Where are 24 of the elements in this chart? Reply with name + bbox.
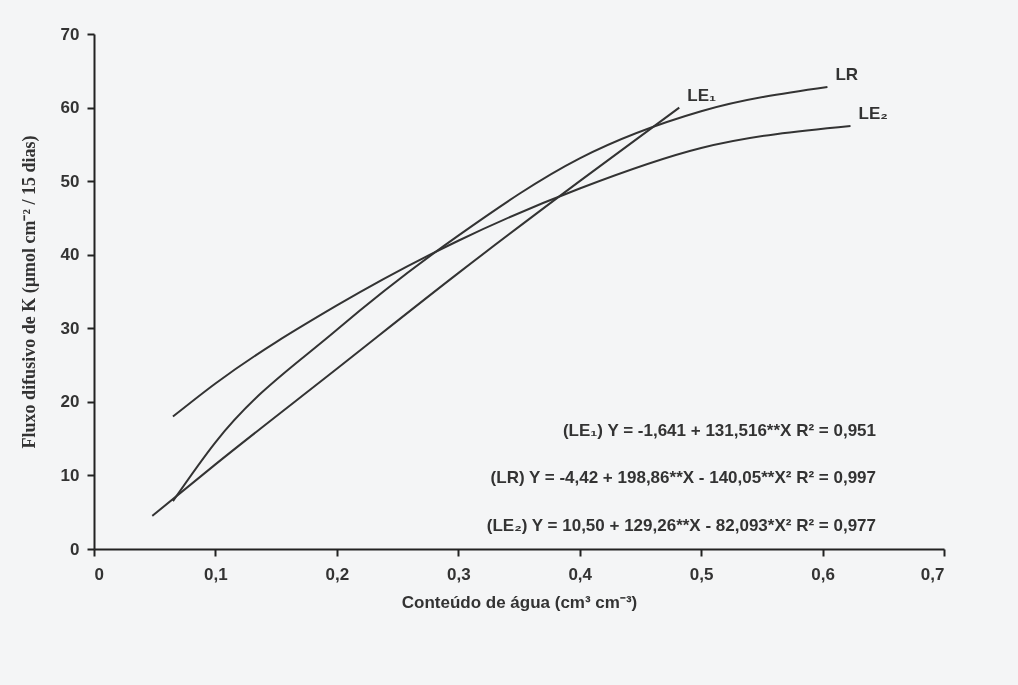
series-label: LE₂ [858,103,888,123]
x-tick-label: 0,4 [568,564,593,584]
y-tick-label: 50 [60,171,80,191]
y-tick-label: 30 [60,318,80,338]
y-axis-title: Fluxo difusivo de K (µmol cm⁻² / 15 dias) [18,135,40,449]
y-tick-label: 40 [60,245,80,265]
x-tick-label: 0 [94,564,104,584]
annotation: (LE₁) Y = -1,641 + 131,516**X R² = 0,951 [562,420,876,440]
annotation: (LE₂) Y = 10,50 + 129,26**X - 82,093*X² R² = 0,977 [486,515,876,535]
y-tick-label: 20 [60,392,80,412]
y-tick-label: 10 [60,465,80,485]
y-tick-label: 0 [70,539,80,559]
x-tick-label: 0,3 [446,564,471,584]
x-tick-label: 0,2 [325,564,350,584]
x-tick-label: 0,6 [811,564,835,584]
series-label: LE₁ [687,85,717,105]
x-tick-label: 0,5 [689,564,714,584]
x-axis-title: Conteúdo de água (cm³ cm⁻³) [401,592,638,612]
x-tick-label: 0,1 [204,564,228,584]
y-tick-label: 70 [60,24,80,44]
x-tick-label: 0,7 [920,564,945,584]
y-tick-label: 60 [60,98,80,118]
series-label: LR [835,64,859,84]
annotation: (LR) Y = -4,42 + 198,86**X - 140,05**X² R² = 0,997 [490,468,876,488]
